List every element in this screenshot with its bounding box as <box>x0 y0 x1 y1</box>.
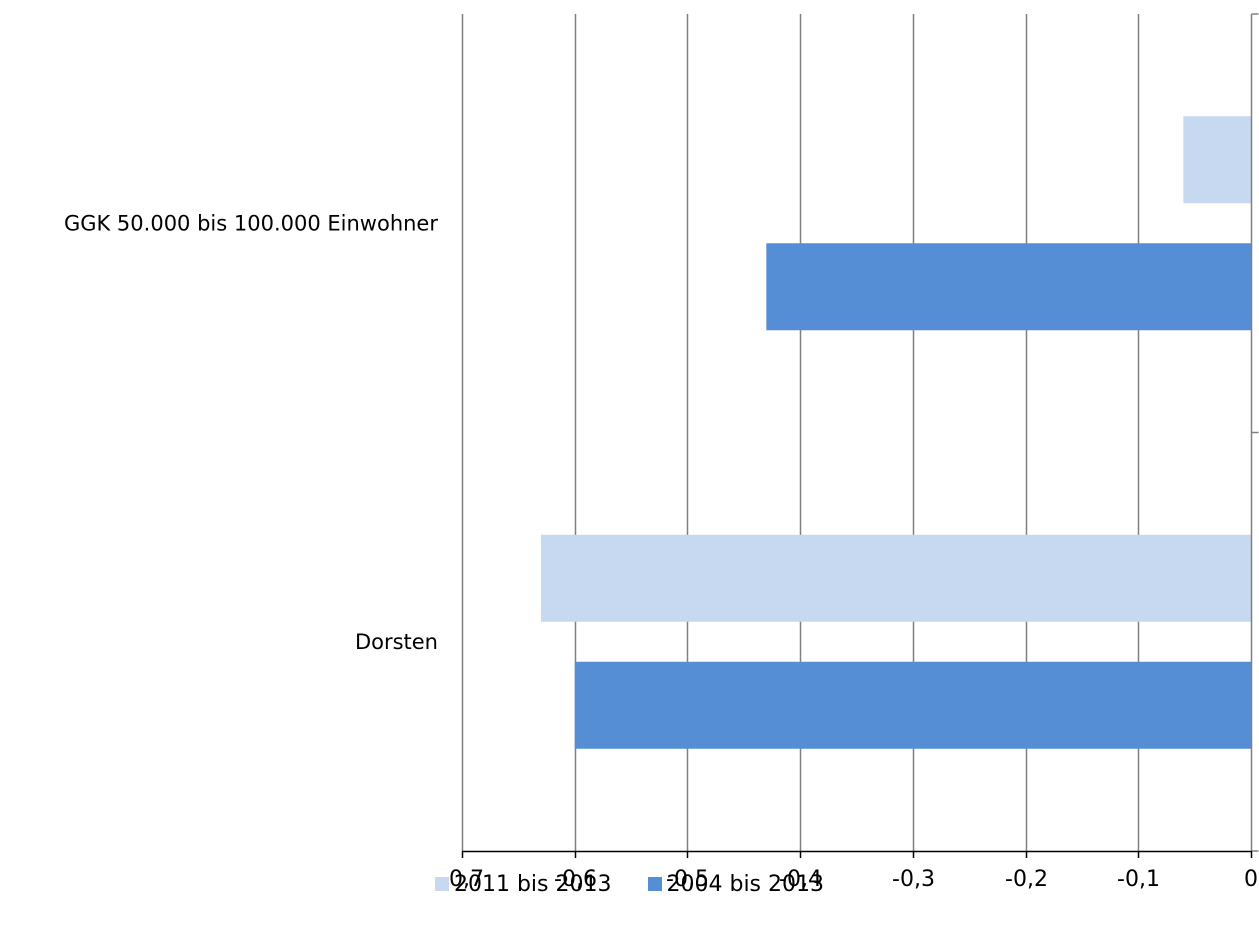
legend-label-2004-2013: 2004 bis 2013 <box>666 871 825 897</box>
bar <box>574 661 1251 749</box>
x-tick-label: -0,6 <box>554 867 597 892</box>
legend: 2011 bis 2013 2004 bis 2013 <box>0 864 1259 904</box>
bar <box>766 243 1251 331</box>
x-tick-label: 0 <box>1244 867 1258 892</box>
x-tick-label: -0,3 <box>892 867 935 892</box>
legend-item-2011-2013: 2011 bis 2013 <box>434 871 612 897</box>
x-tick-label: -0,4 <box>779 867 822 892</box>
legend-swatch-2011-2013 <box>434 877 449 891</box>
category-label: GGK 50.000 bis 100.000 Einwohner <box>64 211 438 235</box>
bar <box>540 534 1251 622</box>
legend-label-2011-2013: 2011 bis 2013 <box>453 871 612 897</box>
legend-item-2004-2013: 2004 bis 2013 <box>647 871 825 897</box>
x-tick-label: -0,2 <box>1005 867 1048 892</box>
category-label: Dorsten <box>355 630 438 654</box>
x-tick-label: -0,1 <box>1117 867 1160 892</box>
legend-swatch-2004-2013 <box>647 877 662 891</box>
x-tick-label: -0,5 <box>666 867 709 892</box>
bar <box>1183 116 1251 204</box>
